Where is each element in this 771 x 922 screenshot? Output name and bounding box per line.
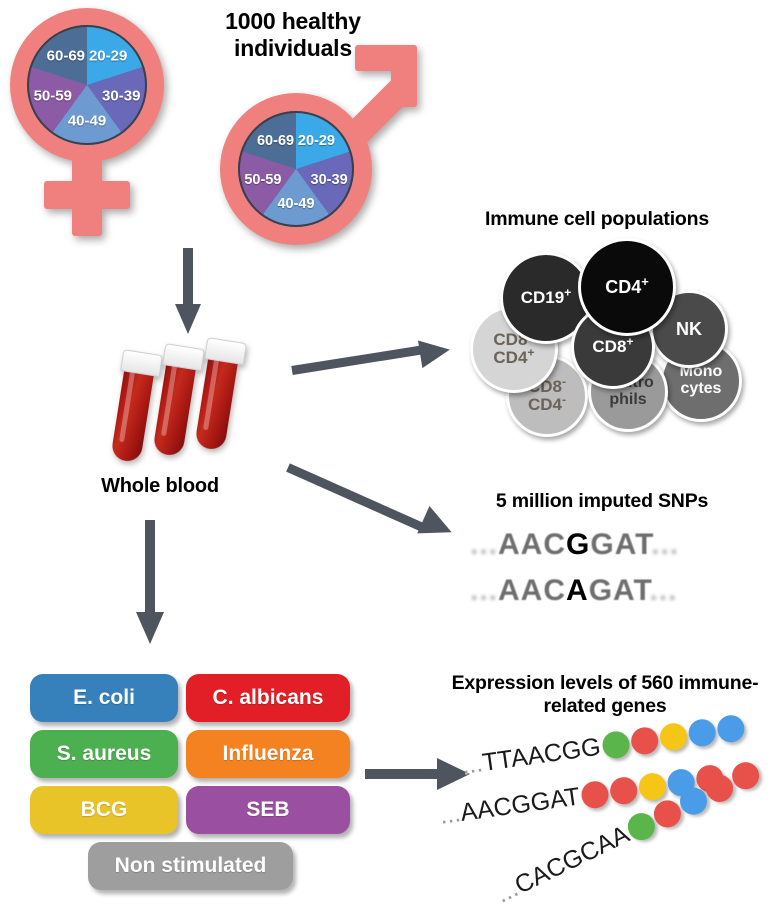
pie-slice-label-60-69: 60-69 bbox=[46, 47, 86, 65]
expression-section-title: Expression levels of 560 immune-related … bbox=[451, 672, 759, 717]
arrow-cohort-to-blood bbox=[175, 248, 201, 334]
rna-strands: ...TTAACGG ...AACGGAT ...CACGCAA bbox=[437, 713, 771, 920]
snp-bases-right: GAT bbox=[588, 574, 650, 607]
rna-sequence-text: ...AACGGAT bbox=[437, 782, 582, 830]
stimulus-label: E. coli bbox=[73, 686, 135, 709]
stimulus-label: Influenza bbox=[222, 742, 314, 765]
male-symbol-arrowhead-side bbox=[391, 45, 417, 107]
rna-sequence-text: ...TTAACGG bbox=[459, 732, 603, 780]
immune-section-title: Immune cell populations bbox=[484, 208, 709, 230]
snp-sequence-row: ...AACAGAT... bbox=[470, 574, 677, 608]
pie-slice-label-40-49: 40-49 bbox=[277, 195, 315, 212]
rna-bead bbox=[658, 721, 689, 753]
stimulus-label: Non stimulated bbox=[114, 854, 267, 877]
stimulus-label: S. aureus bbox=[56, 742, 152, 765]
pie-slice-label-20-29: 20-29 bbox=[88, 47, 128, 65]
arrow-blood-to-stimuli bbox=[136, 520, 164, 648]
stimulus-influenza[interactable]: Influenza bbox=[186, 730, 350, 778]
stimulus-non-stimulated[interactable]: Non stimulated bbox=[88, 842, 293, 890]
whole-blood-label: Whole blood bbox=[101, 475, 219, 497]
immune-cell-label: CD8+ bbox=[592, 334, 634, 357]
snp-suffix: ... bbox=[649, 574, 678, 607]
rna-bead bbox=[715, 713, 746, 744]
pie-slice-label-60-69: 60-69 bbox=[256, 132, 295, 149]
pie-slice-label-50-59: 50-59 bbox=[244, 171, 282, 188]
rna-bead bbox=[637, 771, 668, 802]
pie-slice-label-40-49: 40-49 bbox=[67, 112, 107, 130]
snp-bases-left: AAC bbox=[498, 574, 567, 607]
stimulus-bcg[interactable]: BCG bbox=[30, 786, 178, 834]
page-title: 1000 healthy individuals bbox=[225, 8, 361, 62]
pie-slice-label-50-59: 50-59 bbox=[33, 87, 72, 105]
pie-slice-label-30-39: 30-39 bbox=[102, 87, 141, 105]
snp-highlighted-base: G bbox=[566, 528, 591, 561]
male-age-pie: 20-29 30-39 40-49 50-59 60-69 bbox=[238, 111, 354, 227]
stimulus-c-albicans[interactable]: C. albicans bbox=[186, 674, 350, 722]
arrow-stimuli-to-expression bbox=[365, 758, 475, 790]
immune-cell-cd4[interactable]: CD4+ bbox=[578, 238, 676, 336]
immune-cell-cd19[interactable]: CD19+ bbox=[500, 252, 592, 344]
stimulus-s-aureus[interactable]: S. aureus bbox=[30, 730, 178, 778]
snp-highlighted-base: A bbox=[566, 574, 589, 607]
immune-cell-label: NK bbox=[676, 318, 702, 339]
female-age-pie: 20-29 30-39 40-49 50-59 60-69 bbox=[27, 25, 147, 145]
stimulus-label: SEB bbox=[246, 798, 290, 821]
snp-section-title: 5 million imputed SNPs bbox=[495, 490, 709, 512]
arrow-blood-to-snp bbox=[286, 455, 468, 547]
snp-sequence-row: ...AACGGAT... bbox=[470, 528, 679, 562]
rna-bead bbox=[629, 725, 660, 757]
stimuli-panel: E. coli C. albicans S. aureus Influenza BCG S… bbox=[30, 674, 350, 899]
pie-slice-label-20-29: 20-29 bbox=[297, 132, 335, 149]
rna-bead bbox=[600, 729, 632, 761]
female-cohort-symbol: 20-29 30-39 40-49 50-59 60-69 bbox=[10, 8, 185, 238]
male-cohort-symbol: 20-29 30-39 40-49 50-59 60-69 bbox=[205, 40, 420, 245]
immune-cell-label: Mono cytes bbox=[679, 363, 723, 397]
stimulus-e-coli[interactable]: E. coli bbox=[30, 674, 178, 722]
immune-cell-cluster: CD19+CD4+CD8+CD4+CD8+NKCD8-CD4-Neutrophi… bbox=[0, 0, 771, 450]
snp-prefix: ... bbox=[470, 574, 499, 607]
rna-bead bbox=[579, 779, 611, 810]
snp-bases-right: GAT bbox=[590, 528, 652, 561]
stimulus-label: BCG bbox=[80, 798, 128, 821]
snp-suffix: ... bbox=[651, 528, 680, 561]
female-symbol-crossbar bbox=[44, 181, 130, 209]
pie-slice-label-30-39: 30-39 bbox=[310, 171, 348, 188]
snp-bases-left: AAC bbox=[498, 528, 567, 561]
rna-bead bbox=[608, 775, 640, 806]
stimulus-seb[interactable]: SEB bbox=[186, 786, 350, 834]
rna-sequence-text: ...CACGCAA bbox=[491, 820, 634, 909]
rna-bead bbox=[686, 717, 718, 749]
stimulus-label: C. albicans bbox=[212, 686, 324, 709]
immune-cell-label: CD4+ bbox=[605, 273, 649, 297]
immune-cell-label: CD19+ bbox=[520, 285, 572, 308]
snp-prefix: ... bbox=[470, 528, 499, 561]
snp-sequences: ...AACGGAT... ...AACAGAT... bbox=[470, 528, 760, 624]
